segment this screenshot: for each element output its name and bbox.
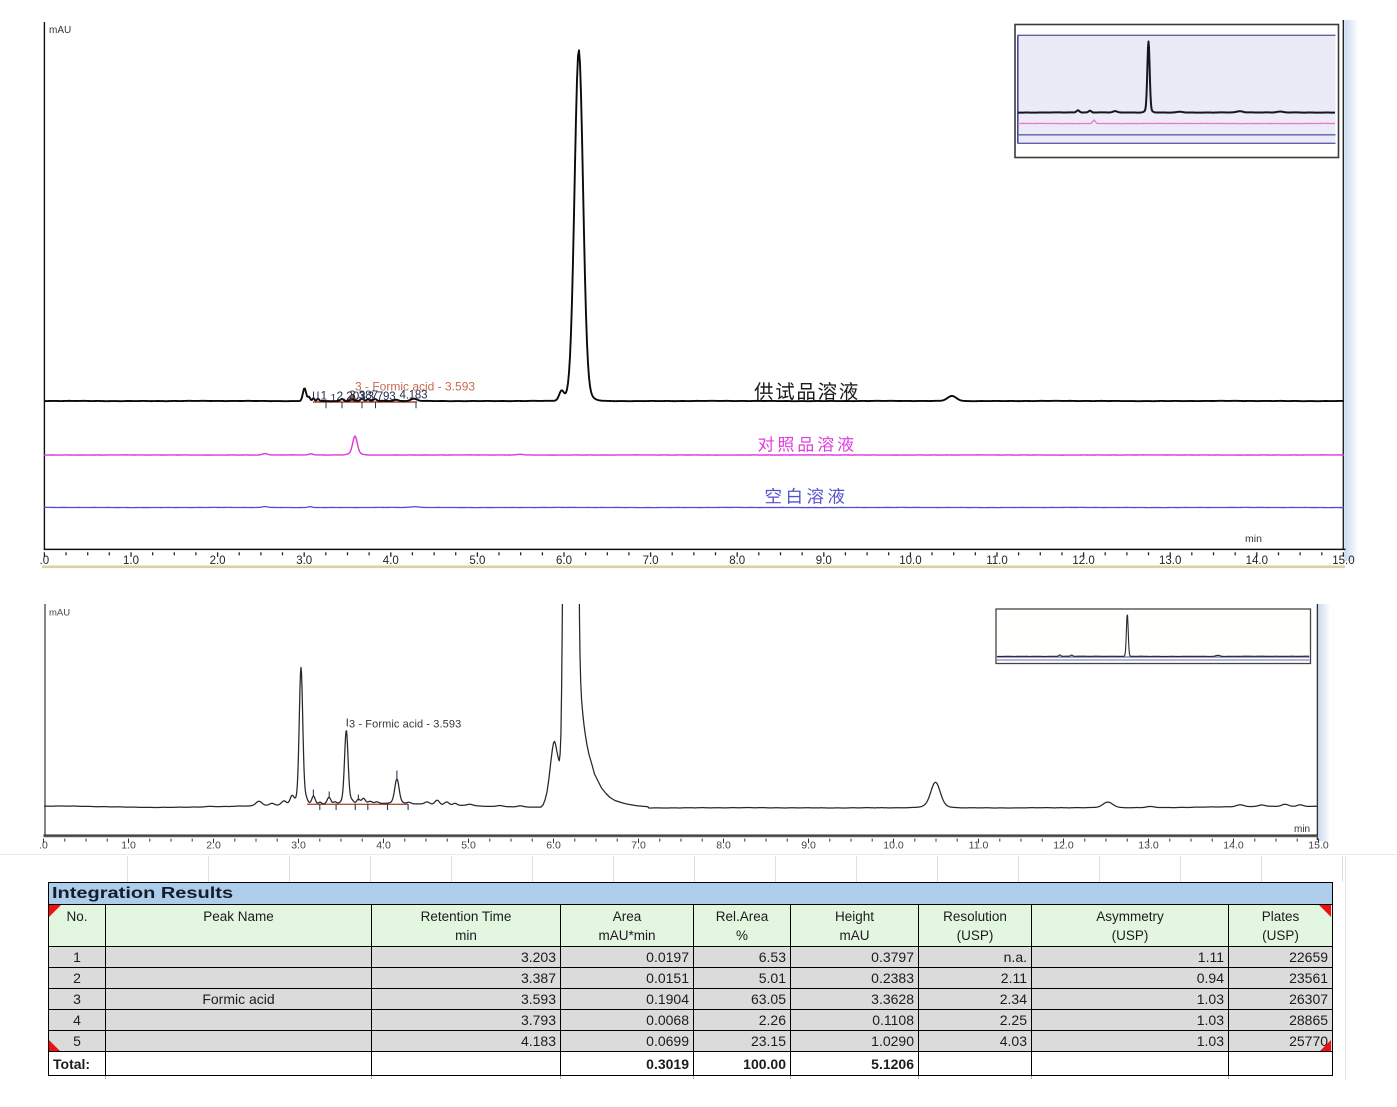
svg-text:11.0: 11.0 — [986, 555, 1008, 567]
svg-text:14.0: 14.0 — [1223, 840, 1244, 852]
svg-text:.0: .0 — [40, 555, 50, 567]
svg-text:7.0: 7.0 — [643, 555, 659, 567]
svg-text:2.0: 2.0 — [206, 840, 221, 852]
svg-text:mAU: mAU — [49, 608, 70, 619]
svg-text:14.0: 14.0 — [1246, 555, 1268, 567]
svg-text:3.0: 3.0 — [291, 840, 306, 852]
svg-text:3 - Formic acid - 3.593: 3 - Formic acid - 3.593 — [355, 380, 475, 394]
svg-text:2.0: 2.0 — [210, 555, 226, 567]
svg-text:.0: .0 — [39, 840, 48, 852]
svg-text:1: 1 — [331, 392, 337, 404]
svg-text:1: 1 — [321, 389, 328, 403]
svg-text:1.0: 1.0 — [121, 840, 136, 852]
svg-text:10.0: 10.0 — [883, 840, 904, 852]
svg-text:2.203: 2.203 — [337, 389, 367, 403]
svg-text:4.183: 4.183 — [400, 390, 428, 402]
svg-text:9.0: 9.0 — [801, 840, 816, 852]
svg-text:3 - Formic acid - 3.593: 3 - Formic acid - 3.593 — [349, 719, 461, 731]
svg-text:4.0: 4.0 — [376, 840, 391, 852]
svg-text:15.0: 15.0 — [1308, 840, 1329, 852]
svg-text:3.0: 3.0 — [296, 555, 312, 567]
svg-text:1.0: 1.0 — [123, 555, 139, 567]
svg-text:mAU: mAU — [49, 25, 71, 36]
svg-text:5.0: 5.0 — [469, 555, 485, 567]
svg-text:4.0: 4.0 — [383, 555, 399, 567]
svg-text:13.0: 13.0 — [1138, 840, 1159, 852]
svg-text:11.0: 11.0 — [969, 840, 989, 852]
svg-text:7.0: 7.0 — [631, 840, 646, 852]
svg-text:3.387: 3.387 — [349, 388, 379, 402]
svg-text:8.0: 8.0 — [729, 555, 745, 567]
svg-text:10.0: 10.0 — [899, 555, 921, 567]
svg-text:5.0: 5.0 — [461, 840, 476, 852]
svg-text:12.0: 12.0 — [1053, 840, 1074, 852]
svg-text:15.0: 15.0 — [1332, 555, 1354, 567]
svg-text:- 3.793: - 3.793 — [361, 391, 395, 403]
svg-text:min: min — [1245, 533, 1262, 545]
svg-text:13.0: 13.0 — [1159, 555, 1181, 567]
svg-text:min: min — [1294, 824, 1310, 835]
svg-text:8.0: 8.0 — [716, 840, 731, 852]
svg-text:6.0: 6.0 — [556, 555, 572, 567]
svg-text:9.0: 9.0 — [816, 555, 832, 567]
svg-text:6.0: 6.0 — [546, 840, 561, 852]
svg-text:12.0: 12.0 — [1072, 555, 1094, 567]
